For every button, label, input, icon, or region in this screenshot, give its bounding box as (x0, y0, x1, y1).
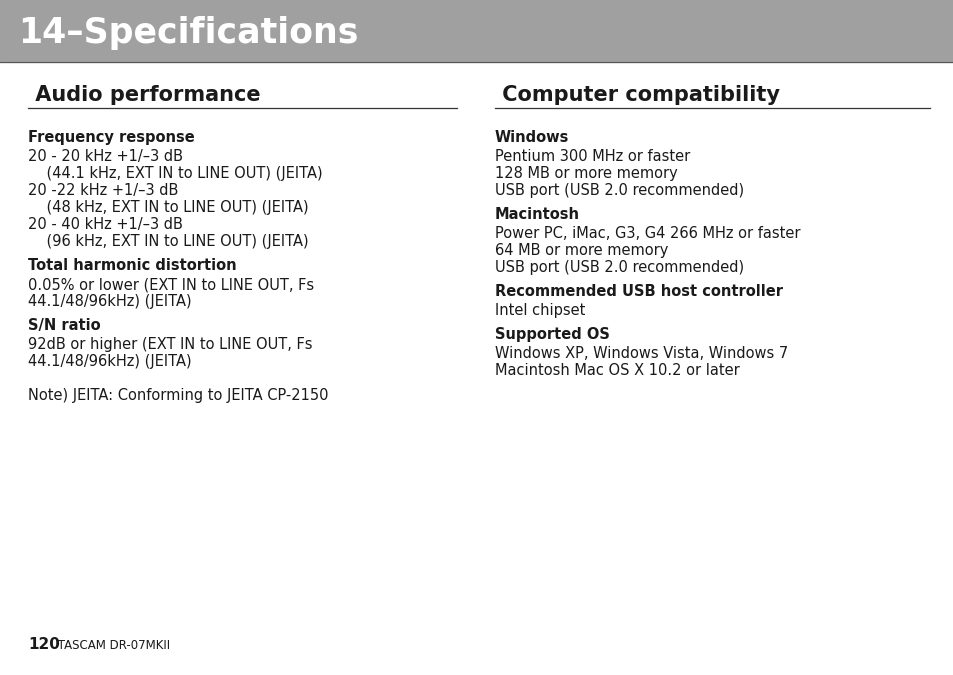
Text: 44.1/48/96kHz) (JEITA): 44.1/48/96kHz) (JEITA) (28, 294, 192, 309)
Text: Windows: Windows (495, 130, 569, 145)
Text: Supported OS: Supported OS (495, 327, 609, 342)
Text: 120: 120 (28, 637, 60, 652)
Text: TASCAM DR-07MKII: TASCAM DR-07MKII (54, 639, 170, 652)
Text: S/N ratio: S/N ratio (28, 318, 100, 333)
Text: 20 - 40 kHz +1/–3 dB: 20 - 40 kHz +1/–3 dB (28, 217, 183, 232)
Text: Note) JEITA: Conforming to JEITA CP-2150: Note) JEITA: Conforming to JEITA CP-2150 (28, 388, 328, 403)
Text: 44.1/48/96kHz) (JEITA): 44.1/48/96kHz) (JEITA) (28, 354, 192, 369)
Text: 20 - 20 kHz +1/–3 dB: 20 - 20 kHz +1/–3 dB (28, 149, 183, 164)
Text: 64 MB or more memory: 64 MB or more memory (495, 243, 668, 258)
Text: 20 -22 kHz +1/–3 dB: 20 -22 kHz +1/–3 dB (28, 183, 178, 198)
Text: 14–Specifications: 14–Specifications (18, 16, 358, 50)
Text: 92dB or higher (EXT IN to LINE OUT, Fs: 92dB or higher (EXT IN to LINE OUT, Fs (28, 337, 313, 352)
Text: USB port (USB 2.0 recommended): USB port (USB 2.0 recommended) (495, 183, 743, 198)
Text: Frequency response: Frequency response (28, 130, 194, 145)
Text: Recommended USB host controller: Recommended USB host controller (495, 284, 782, 299)
Text: 0.05% or lower (EXT IN to LINE OUT, Fs: 0.05% or lower (EXT IN to LINE OUT, Fs (28, 277, 314, 292)
Text: Total harmonic distortion: Total harmonic distortion (28, 258, 236, 273)
Text: Intel chipset: Intel chipset (495, 303, 585, 318)
Text: Macintosh Mac OS X 10.2 or later: Macintosh Mac OS X 10.2 or later (495, 363, 739, 378)
Text: Windows XP, Windows Vista, Windows 7: Windows XP, Windows Vista, Windows 7 (495, 346, 787, 361)
Text: (96 kHz, EXT IN to LINE OUT) (JEITA): (96 kHz, EXT IN to LINE OUT) (JEITA) (28, 234, 309, 249)
Text: (48 kHz, EXT IN to LINE OUT) (JEITA): (48 kHz, EXT IN to LINE OUT) (JEITA) (28, 200, 309, 215)
Text: Pentium 300 MHz or faster: Pentium 300 MHz or faster (495, 149, 690, 164)
Text: Audio performance: Audio performance (28, 85, 260, 105)
Text: 128 MB or more memory: 128 MB or more memory (495, 166, 677, 181)
Text: Computer compatibility: Computer compatibility (495, 85, 780, 105)
Text: USB port (USB 2.0 recommended): USB port (USB 2.0 recommended) (495, 260, 743, 275)
Text: (44.1 kHz, EXT IN to LINE OUT) (JEITA): (44.1 kHz, EXT IN to LINE OUT) (JEITA) (28, 166, 322, 181)
Bar (0, 0, 953, 62)
Text: Power PC, iMac, G3, G4 266 MHz or faster: Power PC, iMac, G3, G4 266 MHz or faster (495, 226, 800, 241)
Text: Macintosh: Macintosh (495, 207, 579, 222)
